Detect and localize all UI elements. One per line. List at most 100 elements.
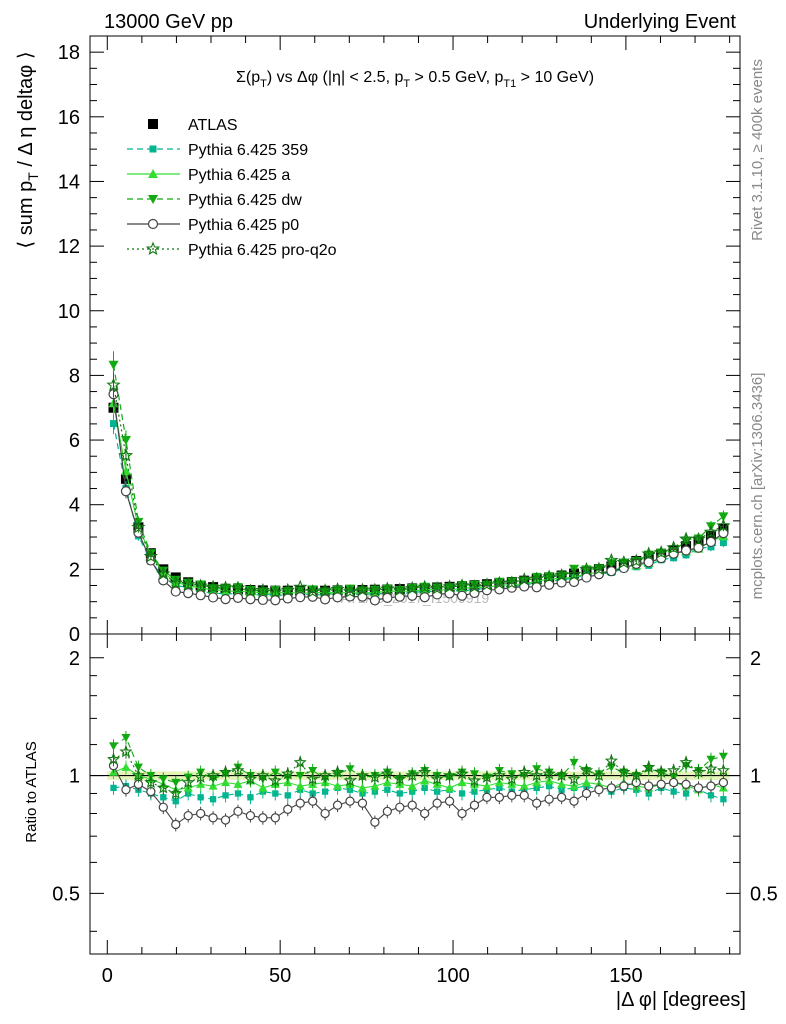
- plot-title: Σ(pT) vs Δφ (|η| < 2.5, pT > 0.5 GeV, pT…: [236, 69, 594, 90]
- series-5-point: [380, 581, 395, 596]
- series-5-point: [106, 377, 121, 392]
- series-5-ratio-point: [617, 765, 631, 778]
- series-2-ratio-point: [420, 776, 430, 785]
- series-5-point: [268, 584, 283, 599]
- series-4-ratio-point: [656, 779, 666, 789]
- series-5-point: [429, 580, 445, 595]
- legend-label: Pythia 6.425 a: [188, 167, 290, 184]
- series-4-ratio-point: [245, 810, 256, 821]
- x-tick-label: 0: [102, 965, 113, 987]
- series-5-point: [218, 580, 233, 594]
- y-tick-label: 8: [69, 365, 80, 387]
- series-5-ratio-point: [293, 755, 307, 769]
- series-5-point: [367, 582, 383, 597]
- series-2-ratio-point: [382, 778, 392, 787]
- series-5-ratio-point: [256, 768, 270, 782]
- y-axis-label: ⟨ sum pT / Δ η deltaφ ⟩: [15, 51, 41, 248]
- series-5-point: [604, 552, 619, 567]
- series-2-ratio-point: [295, 781, 305, 790]
- series-5-point: [181, 576, 196, 591]
- legend-marker: [145, 241, 161, 256]
- series-5-point: [317, 583, 333, 597]
- series-4-ratio-point: [693, 783, 704, 793]
- series-5-ratio-point: [393, 772, 407, 785]
- series-3-ratio-point: [109, 742, 119, 751]
- series-1-ratio-point: [321, 788, 329, 795]
- ratio-series-layer: [106, 730, 730, 832]
- series-5-ratio-point: [430, 772, 444, 785]
- series-5-ratio-point: [318, 768, 332, 782]
- legend-entry-3: Pythia 6.425 dw: [127, 192, 302, 209]
- series-1-ratio-point: [197, 794, 204, 801]
- series-4-ratio-point: [208, 813, 218, 823]
- rivet-version-label: Rivet 3.1.10, ≥ 400k events: [749, 59, 766, 241]
- series-5-point: [542, 569, 557, 583]
- series-5-ratio-point: [592, 768, 606, 782]
- series-5-ratio-point: [679, 755, 693, 769]
- series-3-ratio-point: [718, 752, 728, 761]
- series-5-ratio-point: [194, 770, 208, 783]
- series-3-ratio-point: [158, 775, 168, 784]
- ratio-panel-frame: [89, 633, 741, 955]
- series-5-ratio-point: [268, 773, 282, 787]
- series-4-ratio-point: [220, 815, 231, 825]
- series-4-ratio-point: [270, 813, 280, 823]
- series-4-ratio-point: [320, 808, 330, 819]
- legend-label: Pythia 6.425 359: [188, 142, 308, 159]
- series-5-ratio-point: [467, 773, 482, 787]
- legend: ATLAS Pythia 6.425 359 Pythia 6.425 a Pythi…: [127, 117, 337, 259]
- series-4-ratio-point: [370, 817, 380, 827]
- series-5-point: [417, 579, 432, 594]
- series-1-point: [110, 420, 118, 428]
- series-4-ratio-point: [569, 796, 579, 806]
- series-2-ratio-point: [581, 778, 591, 787]
- series-2-ratio-point: [519, 781, 529, 790]
- series-4-ratio-point: [507, 790, 517, 801]
- series-1-ratio-point: [222, 792, 229, 799]
- series-1-ratio-point: [458, 790, 466, 797]
- series-5-point: [616, 554, 631, 569]
- series-5-ratio-point: [405, 768, 419, 782]
- series-4-ratio-point: [283, 804, 293, 814]
- series-3-ratio-point: [270, 768, 280, 777]
- series-4-ratio-point: [668, 777, 679, 788]
- series-4-line: [112, 394, 724, 601]
- y-tick-label: 12: [58, 236, 80, 258]
- series-1-ratio-point: [272, 790, 279, 797]
- series-4-ratio-point: [457, 808, 467, 819]
- series-5-ratio-point: [629, 768, 643, 782]
- series-4-ratio-point: [158, 802, 168, 812]
- series-4-point: [606, 566, 617, 577]
- legend-entry-1: Pythia 6.425 359: [127, 142, 308, 159]
- series-2-ratio-point: [333, 781, 343, 790]
- series-5-point: [193, 578, 208, 593]
- series-4-ratio-point: [121, 785, 131, 795]
- series-4-ratio-point: [407, 800, 417, 810]
- series-4-ratio-point: [233, 806, 243, 817]
- series-3-ratio-point: [133, 763, 143, 772]
- series-4-ratio-point: [444, 796, 455, 806]
- series-5-ratio-point: [206, 768, 220, 782]
- series-4-ratio-point: [581, 788, 592, 799]
- series-5-point: [654, 545, 669, 559]
- series-4-ratio-point: [706, 781, 716, 791]
- series-5-point: [280, 582, 295, 597]
- x-tick-label: 150: [609, 965, 642, 987]
- series-5-ratio-point: [443, 768, 457, 782]
- series-1-point: [719, 539, 727, 547]
- series-5-point: [442, 579, 457, 593]
- legend-label: ATLAS: [188, 117, 238, 134]
- y-tick-label: 0: [69, 624, 80, 646]
- series-5-point: [156, 566, 171, 580]
- series-5-ratio-point: [492, 768, 506, 782]
- legend-entry-5: Pythia 6.425 pro-q2o: [127, 241, 337, 259]
- series-4-ratio-point: [482, 792, 492, 802]
- series-4-ratio-point: [357, 798, 368, 808]
- series-4-point: [195, 590, 206, 601]
- series-2-ratio-point: [357, 783, 367, 792]
- series-4-ratio-point: [432, 798, 442, 808]
- series-3-point: [345, 584, 355, 594]
- y-tick-label: 16: [58, 107, 80, 129]
- series-5-point: [293, 579, 308, 594]
- series-1-ratio-point: [110, 784, 117, 792]
